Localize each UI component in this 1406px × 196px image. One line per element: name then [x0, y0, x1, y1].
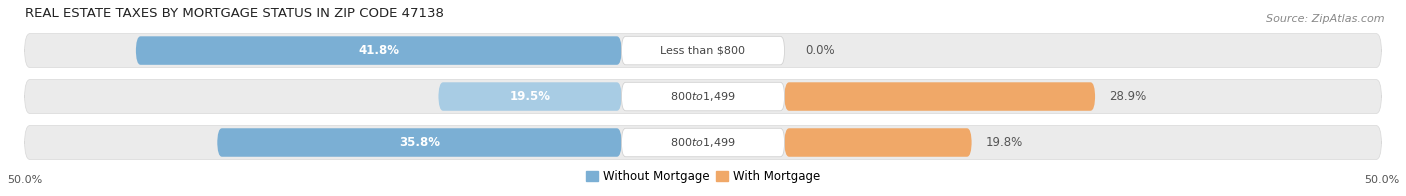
Text: 28.9%: 28.9% — [1109, 90, 1146, 103]
Text: 0.0%: 0.0% — [804, 44, 834, 57]
FancyBboxPatch shape — [439, 82, 621, 111]
Text: 19.5%: 19.5% — [509, 90, 551, 103]
FancyBboxPatch shape — [785, 82, 1095, 111]
FancyBboxPatch shape — [785, 128, 972, 157]
FancyBboxPatch shape — [24, 80, 1382, 113]
FancyBboxPatch shape — [24, 34, 1382, 68]
Text: Source: ZipAtlas.com: Source: ZipAtlas.com — [1267, 14, 1385, 24]
Text: 35.8%: 35.8% — [399, 136, 440, 149]
FancyBboxPatch shape — [136, 36, 621, 65]
Text: 41.8%: 41.8% — [359, 44, 399, 57]
FancyBboxPatch shape — [621, 36, 785, 65]
FancyBboxPatch shape — [621, 128, 785, 157]
FancyBboxPatch shape — [218, 128, 621, 157]
Text: $800 to $1,499: $800 to $1,499 — [671, 90, 735, 103]
Text: 19.8%: 19.8% — [986, 136, 1022, 149]
Text: REAL ESTATE TAXES BY MORTGAGE STATUS IN ZIP CODE 47138: REAL ESTATE TAXES BY MORTGAGE STATUS IN … — [24, 7, 443, 20]
Text: $800 to $1,499: $800 to $1,499 — [671, 136, 735, 149]
Text: Less than $800: Less than $800 — [661, 45, 745, 55]
Legend: Without Mortgage, With Mortgage: Without Mortgage, With Mortgage — [581, 165, 825, 188]
FancyBboxPatch shape — [24, 125, 1382, 160]
FancyBboxPatch shape — [621, 82, 785, 111]
